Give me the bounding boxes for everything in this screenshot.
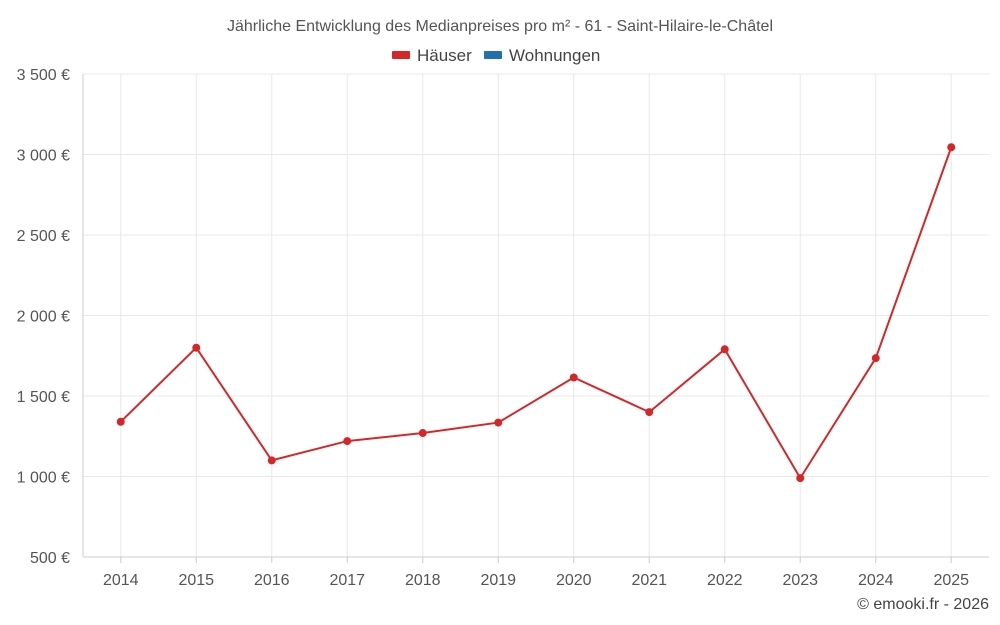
y-tick-label: 3 500 € (17, 67, 70, 84)
chart-title: Jährliche Entwicklung des Medianpreises … (227, 18, 773, 35)
legend: Häuser Wohnungen (392, 46, 600, 65)
legend-label-wohnungen: Wohnungen (509, 46, 600, 65)
x-tick-label: 2014 (103, 572, 139, 589)
data-point[interactable] (494, 418, 503, 427)
x-tick-label: 2023 (782, 572, 818, 589)
y-axis-ticks: 500 € 1 000 € 1 500 € 2 000 € 2 500 € 3 000 €… (17, 67, 70, 567)
y-tick-label: 1 500 € (17, 389, 70, 406)
data-point[interactable] (569, 373, 578, 382)
legend-item-wohnungen[interactable]: Wohnungen (484, 46, 600, 65)
x-tick-label: 2022 (707, 572, 743, 589)
x-tick-label: 2018 (405, 572, 441, 589)
y-tick-label: 2 000 € (17, 309, 70, 326)
data-point[interactable] (116, 417, 125, 426)
series-line (120, 146, 953, 481)
data-point[interactable] (796, 474, 805, 483)
x-tick-label: 2021 (631, 572, 667, 589)
data-point[interactable] (192, 343, 201, 352)
credit: © emooki.fr - 2026 (857, 596, 989, 613)
x-tick-label: 2025 (933, 572, 969, 589)
gridlines (83, 73, 989, 557)
legend-item-haeuser[interactable]: Häuser (392, 46, 472, 65)
data-point[interactable] (267, 456, 276, 465)
x-tick-label: 2017 (329, 572, 365, 589)
x-tick-label: 2020 (556, 572, 592, 589)
data-point[interactable] (947, 143, 956, 152)
y-tick-label: 3 000 € (17, 148, 70, 165)
x-tick-label: 2019 (480, 572, 516, 589)
series-haeuser (116, 143, 956, 483)
axes (82, 74, 989, 563)
legend-swatch-wohnungen (484, 51, 502, 59)
y-tick-label: 500 € (30, 550, 70, 567)
data-point[interactable] (418, 429, 427, 438)
data-point[interactable] (871, 354, 880, 363)
x-axis-ticks: 2014 2015 2016 2017 2018 2019 2020 2021 2022 2023… (103, 572, 969, 589)
y-tick-label: 1 000 € (17, 470, 70, 487)
legend-swatch-haeuser (392, 51, 410, 59)
x-tick-label: 2016 (254, 572, 290, 589)
x-tick-label: 2024 (858, 572, 894, 589)
y-tick-label: 2 500 € (17, 228, 70, 245)
x-tick-label: 2015 (178, 572, 214, 589)
data-point[interactable] (645, 408, 654, 417)
data-point[interactable] (720, 345, 729, 354)
legend-label-haeuser: Häuser (417, 46, 472, 65)
data-point[interactable] (343, 437, 352, 446)
